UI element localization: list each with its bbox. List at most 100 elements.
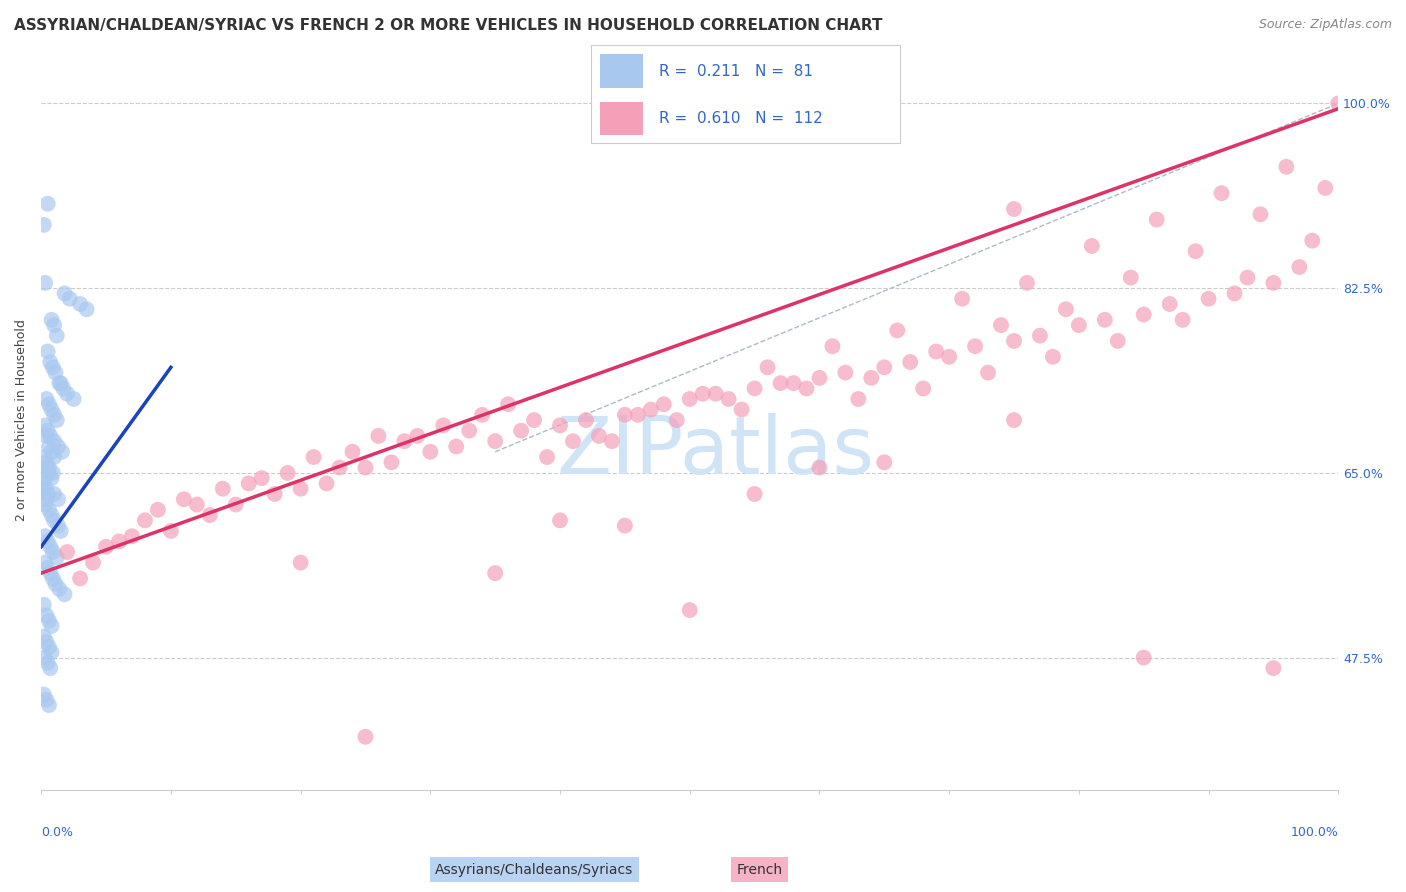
Text: Source: ZipAtlas.com: Source: ZipAtlas.com: [1258, 18, 1392, 31]
Point: [912, 381, 935, 395]
Point: [31, 482, 53, 496]
Point: [1107, 334, 1129, 348]
Point: [821, 339, 844, 353]
Point: [42, 360, 65, 375]
Point: [48, 582, 70, 596]
Point: [32, 450, 55, 464]
Point: [1132, 650, 1154, 665]
Point: [548, 418, 571, 433]
Point: [32, 630, 55, 644]
Point: [35, 608, 58, 623]
Point: [1094, 313, 1116, 327]
Point: [613, 518, 636, 533]
Point: [35, 455, 58, 469]
Point: [627, 408, 650, 422]
Point: [37, 534, 59, 549]
Point: [290, 482, 312, 496]
Point: [39, 540, 62, 554]
Point: [808, 460, 831, 475]
Point: [484, 434, 506, 449]
Point: [44, 576, 66, 591]
Point: [46, 492, 69, 507]
Point: [34, 498, 56, 512]
Point: [51, 444, 73, 458]
Point: [49, 376, 72, 391]
Point: [965, 339, 987, 353]
Point: [59, 292, 82, 306]
Point: [34, 276, 56, 290]
Point: [38, 698, 60, 712]
Point: [367, 429, 389, 443]
Point: [42, 466, 65, 480]
Point: [302, 450, 325, 464]
Point: [1288, 260, 1310, 274]
Point: [225, 498, 247, 512]
Point: [484, 566, 506, 581]
Point: [419, 444, 441, 458]
Point: [1015, 276, 1038, 290]
Point: [263, 487, 285, 501]
Point: [44, 318, 66, 332]
Point: [44, 366, 66, 380]
Point: [46, 518, 69, 533]
Point: [1067, 318, 1090, 332]
Point: [41, 645, 63, 659]
Point: [34, 529, 56, 543]
Point: [45, 328, 67, 343]
Text: ASSYRIAN/CHALDEAN/SYRIAC VS FRENCH 2 OR MORE VEHICLES IN HOUSEHOLD CORRELATION C: ASSYRIAN/CHALDEAN/SYRIAC VS FRENCH 2 OR …: [14, 18, 883, 33]
Y-axis label: 2 or more Vehicles in Household: 2 or more Vehicles in Household: [15, 319, 28, 521]
Point: [846, 392, 869, 406]
Point: [69, 297, 91, 311]
Point: [679, 392, 702, 406]
Point: [52, 381, 75, 395]
Point: [41, 402, 63, 417]
Point: [44, 513, 66, 527]
Point: [69, 571, 91, 585]
Point: [82, 556, 104, 570]
Point: [44, 487, 66, 501]
Point: [1159, 297, 1181, 311]
Point: [1042, 350, 1064, 364]
Point: [38, 614, 60, 628]
Point: [1263, 276, 1285, 290]
Point: [32, 598, 55, 612]
Point: [32, 476, 55, 491]
Point: [1054, 302, 1077, 317]
Point: [1002, 413, 1025, 427]
Point: [1301, 234, 1323, 248]
Point: [41, 471, 63, 485]
Point: [1211, 186, 1233, 201]
Point: [354, 460, 377, 475]
Point: [315, 476, 337, 491]
Point: [34, 471, 56, 485]
Point: [37, 424, 59, 438]
Point: [35, 429, 58, 443]
Point: [41, 313, 63, 327]
Point: [250, 471, 273, 485]
Point: [796, 381, 818, 395]
FancyBboxPatch shape: [600, 102, 643, 135]
Point: [39, 355, 62, 369]
Text: Assyrians/Chaldeans/Syriacs: Assyrians/Chaldeans/Syriacs: [434, 863, 634, 877]
Point: [471, 408, 494, 422]
Point: [640, 402, 662, 417]
Point: [37, 561, 59, 575]
Point: [35, 460, 58, 475]
Point: [38, 503, 60, 517]
Point: [238, 476, 260, 491]
Point: [1198, 292, 1220, 306]
Point: [692, 386, 714, 401]
Point: [886, 323, 908, 337]
Point: [186, 498, 208, 512]
Point: [44, 408, 66, 422]
Point: [898, 355, 921, 369]
Text: 0.0%: 0.0%: [41, 827, 73, 839]
Text: 100.0%: 100.0%: [1291, 827, 1339, 839]
Point: [44, 450, 66, 464]
Point: [42, 571, 65, 585]
Point: [925, 344, 948, 359]
Point: [548, 513, 571, 527]
Point: [1249, 207, 1271, 221]
Point: [277, 466, 299, 480]
Point: [37, 196, 59, 211]
